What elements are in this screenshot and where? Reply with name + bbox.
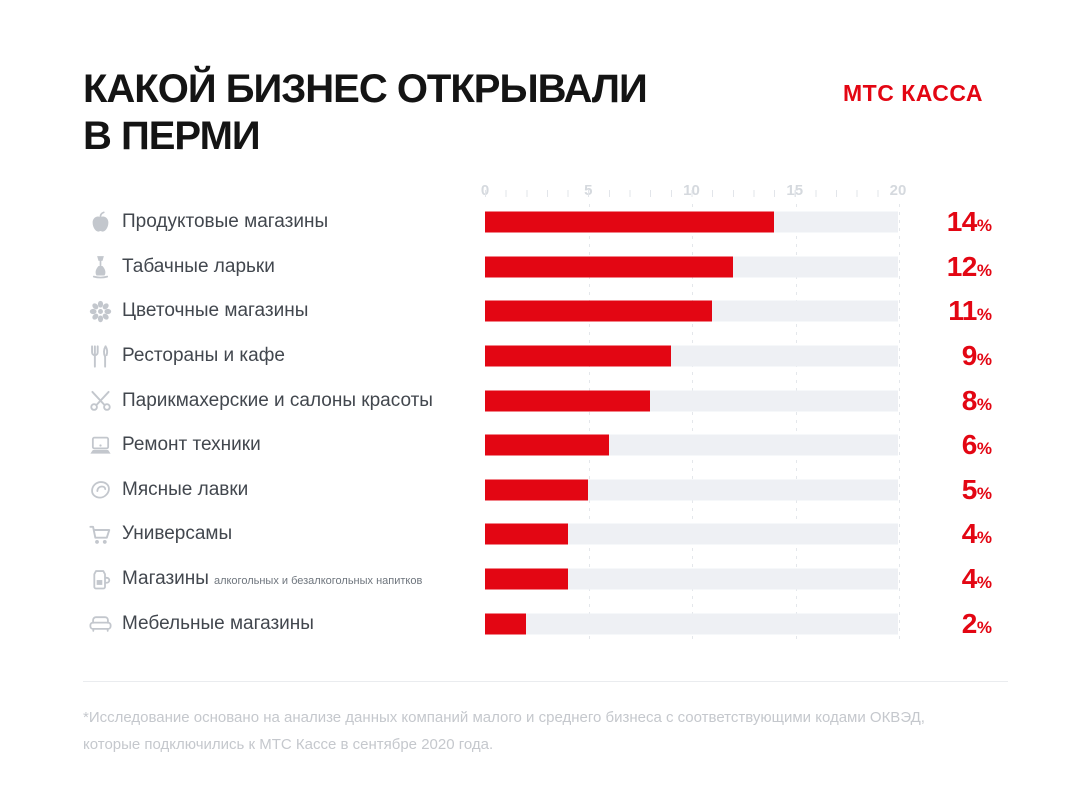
percent-value: 12% [946, 250, 992, 282]
bar-fill [485, 523, 568, 545]
category-label: Рестораны и кафе [122, 345, 285, 367]
percent-value: 11% [948, 295, 992, 327]
category-label: Мясные лавки [122, 478, 249, 500]
percent-value: 2% [961, 607, 992, 639]
category-label: Табачные ларьки [122, 255, 275, 277]
percent-sign: % [976, 617, 992, 637]
bar-fill [485, 390, 651, 412]
chart-rows: Продуктовые магазины 14% Табачные ларьки… [83, 200, 1008, 646]
bar-track [485, 211, 898, 233]
gridline-10 [692, 204, 693, 641]
gridlines [485, 204, 900, 641]
category-label: Цветочные магазины [122, 300, 309, 322]
category-label: Парикмахерские и салоны красоты [122, 389, 433, 411]
bar-fill [485, 300, 713, 322]
bar-fill [485, 211, 775, 233]
chart-row-napitki: Магазины алкогольных и безалкогольных нап… [83, 557, 1008, 602]
chart-row-produkty: Продуктовые магазины 14% [83, 200, 1008, 245]
bar-fill [485, 256, 733, 278]
category-label: Универсамы [122, 523, 233, 545]
percent-sign: % [976, 528, 992, 548]
percent-sign: % [976, 439, 992, 459]
jug-icon [83, 565, 117, 593]
percent-sign: % [976, 350, 992, 370]
chart-row-restorany: Рестораны и кафе 9% [83, 334, 1008, 379]
bar-fill [485, 568, 568, 590]
bar-track [485, 613, 898, 635]
cart-icon [83, 520, 117, 548]
chart-row-mebel: Мебельные магазины 2% [83, 601, 1008, 646]
chart-row-myaso: Мясные лавки 5% [83, 468, 1008, 513]
bar-track [485, 523, 898, 545]
bar-track [485, 345, 898, 367]
percent-value: 6% [961, 429, 992, 461]
bar-track [485, 568, 898, 590]
bar-fill [485, 434, 609, 456]
axis-minor-ticks [485, 190, 898, 197]
bar-track [485, 390, 898, 412]
bar-fill [485, 613, 527, 635]
hookah-icon [83, 253, 117, 281]
cutlery-icon [83, 342, 117, 370]
bar-track [485, 479, 898, 501]
chart-row-parikmakherskie: Парикмахерские и салоны красоты 8% [83, 378, 1008, 423]
page-title-line1: КАКОЙ БИЗНЕС ОТКРЫВАЛИ [83, 67, 648, 111]
flower-icon [83, 297, 117, 325]
chart-row-remont: Ремонт техники 6% [83, 423, 1008, 468]
sofa-icon [83, 610, 117, 638]
percent-value: 14% [946, 206, 992, 238]
category-sublabel: алкогольных и безалкогольных напитков [213, 575, 423, 588]
percent-sign: % [976, 305, 992, 325]
mts-kassa-logo: МТС КАССА [843, 80, 984, 106]
category-label: Ремонт техники [122, 434, 261, 456]
steak-icon [83, 476, 117, 504]
gridline-20 [899, 204, 900, 641]
bar-fill [485, 479, 589, 501]
footer-divider [83, 681, 1008, 682]
page-title: КАКОЙ БИЗНЕС ОТКРЫВАЛИ В ПЕРМИ [83, 66, 648, 160]
percent-sign: % [976, 573, 992, 593]
percent-sign: % [976, 260, 992, 280]
bar-track [485, 300, 898, 322]
category-label: Магазины [122, 568, 209, 590]
chart-row-tsvety: Цветочные магазины 11% [83, 289, 1008, 334]
gridline-5 [588, 204, 590, 641]
percent-value: 9% [961, 340, 992, 372]
bar-track [485, 434, 898, 456]
footnote-line2: которые подключились к МТС Кассе в сентя… [83, 736, 494, 753]
chart-row-universamy: Универсамы 4% [83, 512, 1008, 557]
percent-sign: % [976, 394, 992, 414]
percent-sign: % [976, 216, 992, 236]
percent-value: 8% [961, 384, 992, 416]
percent-value: 4% [961, 518, 992, 550]
footnote: *Исследование основано на анализе данных… [83, 704, 925, 758]
chart-row-tabak: Табачные ларьки 12% [83, 245, 1008, 290]
percent-sign: % [976, 483, 992, 503]
apple-icon [83, 208, 117, 236]
percent-value: 5% [961, 473, 992, 505]
scissors-icon [83, 387, 117, 415]
bar-chart: 0 5 10 15 20 Продуктовые магазины 14% [83, 182, 1008, 647]
gridline-15 [795, 204, 797, 641]
bar-fill [485, 345, 671, 367]
percent-value: 4% [961, 563, 992, 595]
laptop-icon [83, 431, 117, 459]
footnote-line1: *Исследование основано на анализе данных… [83, 709, 925, 726]
category-label: Мебельные магазины [122, 612, 314, 634]
category-label: Продуктовые магазины [122, 211, 329, 233]
page-title-line2: В ПЕРМИ [83, 114, 261, 158]
bar-track [485, 256, 898, 278]
